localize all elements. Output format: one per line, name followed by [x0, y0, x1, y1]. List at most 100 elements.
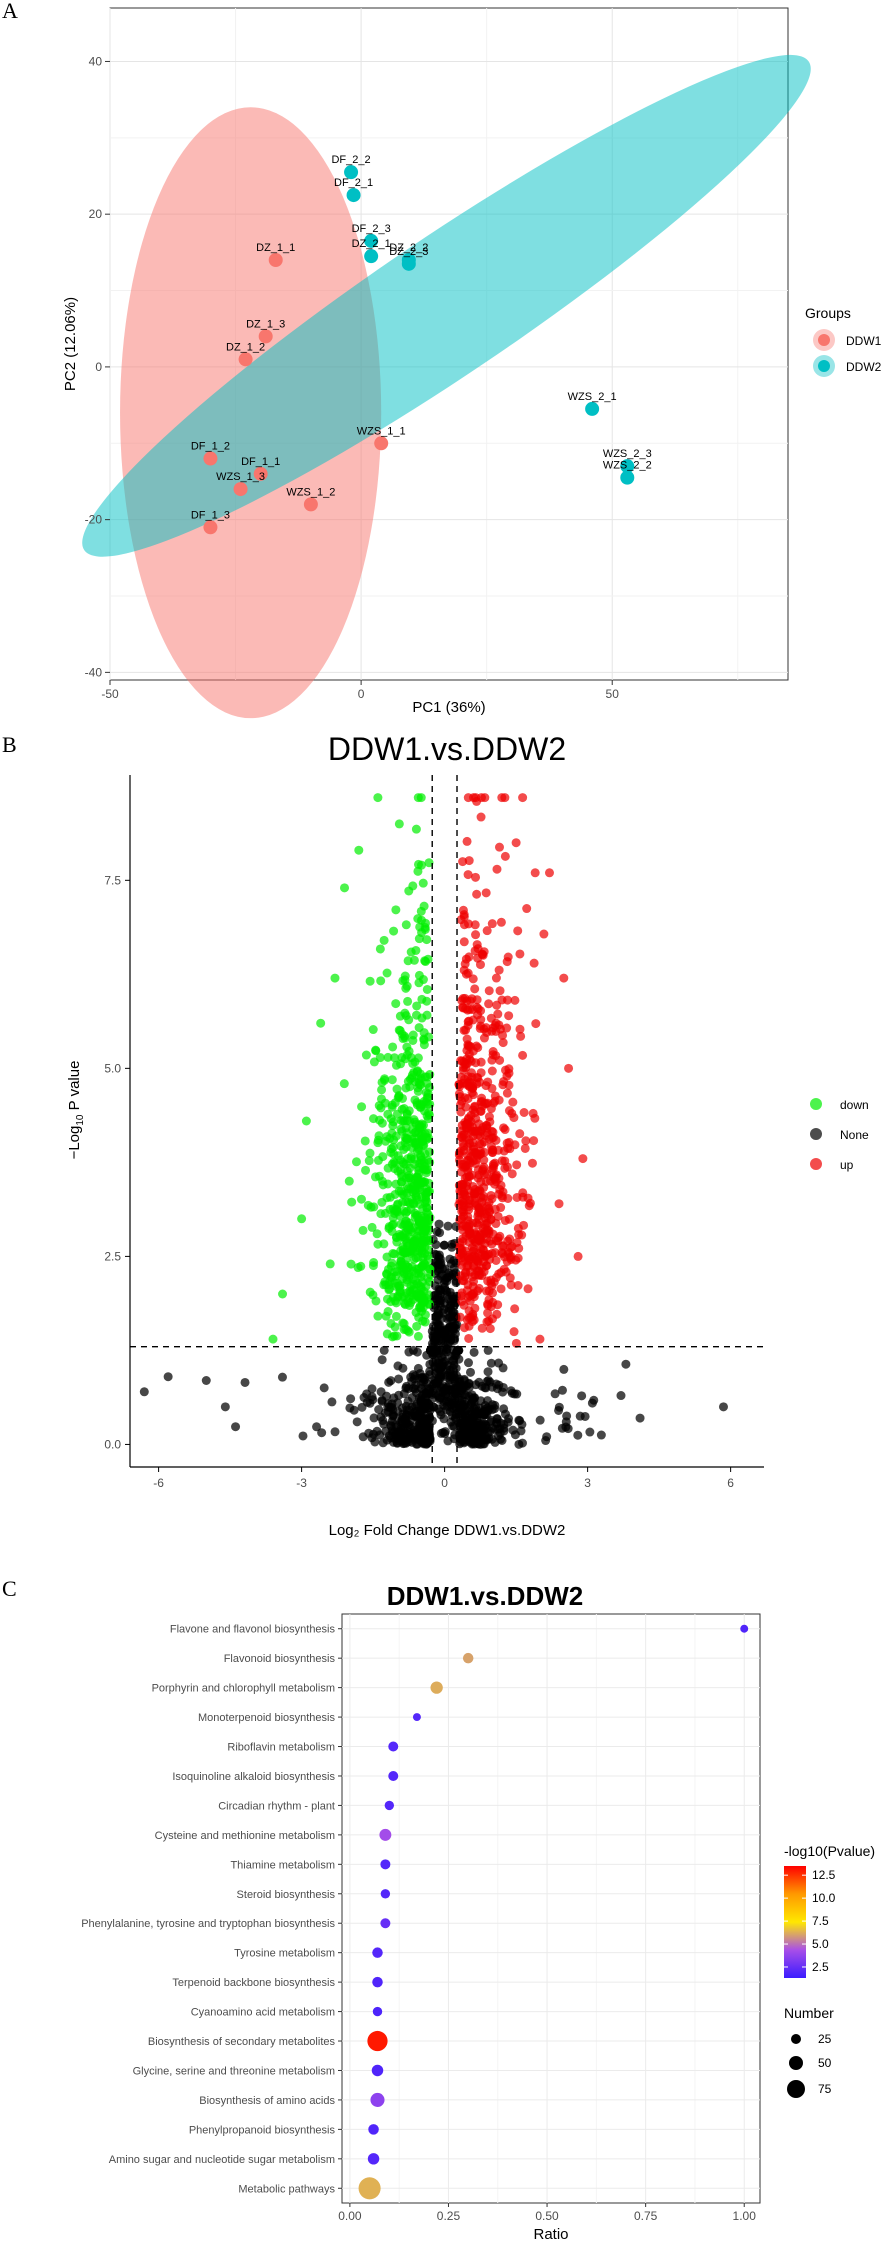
volcano-point-down: [424, 858, 434, 868]
volcano-point-down: [393, 1166, 403, 1176]
pca-points: DF_2_2 DF_2_1 DF_2_3 DZ_2_1DZ_2_2DZ_2_3 WZS_…: [191, 154, 652, 535]
volcano-point-down: [418, 975, 428, 985]
volcano-point-up: [463, 1041, 473, 1051]
volcano-point-down: [370, 1172, 380, 1182]
pca-x-tick-label: 0: [358, 687, 365, 701]
kegg-pathway-label: Porphyrin and chlorophyll metabolism: [152, 1683, 335, 1695]
pca-ticks: -50 0 50 -40 -20 0 20 40: [85, 54, 620, 701]
volcano-point-up: [488, 1172, 498, 1182]
volcano-point-down: [422, 935, 432, 945]
volcano-point-up: [470, 1229, 480, 1239]
volcano-point-down: [412, 1001, 422, 1011]
pca-y-tick-label: -40: [85, 665, 103, 679]
volcano-point-up: [458, 1162, 468, 1172]
volcano-point-up: [529, 958, 539, 968]
volcano-chart: DDW1.vs.DDW2 -6 -3 0 3 6 0.0 2.5 5.0 7.5 Log₂ Fo…: [66, 731, 869, 1539]
volcano-point-up: [476, 1006, 486, 1016]
volcano-point-none: [393, 1361, 403, 1371]
volcano-point-up: [496, 1203, 506, 1213]
volcano-point-up: [477, 1250, 487, 1260]
volcano-point-down: [409, 1180, 419, 1190]
volcano-point-none: [616, 1391, 626, 1401]
kegg-bubble-tyrosine-metabolism: [372, 1947, 383, 1958]
volcano-point-none: [436, 1393, 446, 1403]
volcano-point-down: [390, 1322, 400, 1332]
pca-point-df-2-3: [364, 233, 379, 248]
legend-label-none: None: [840, 1128, 869, 1142]
volcano-point-up: [462, 1034, 472, 1044]
volcano-point-down: [419, 1294, 429, 1304]
volcano-point-none: [407, 1393, 417, 1403]
volcano-point-none: [503, 1417, 513, 1427]
legend-key-none: [810, 1128, 822, 1140]
kegg-bubble-porphyrin-and-chlorophyll-metabolism: [430, 1681, 443, 1694]
volcano-point-up: [456, 1291, 466, 1301]
volcano-point-none: [430, 1332, 440, 1342]
volcano-point-down: [401, 983, 411, 993]
volcano-point-down: [407, 1125, 417, 1135]
volcano-point-down: [403, 1262, 413, 1272]
volcano-point-none: [372, 1426, 382, 1436]
pca-point-label: DF_1_3: [191, 509, 230, 521]
volcano-point-none: [433, 1404, 443, 1414]
volcano-point-up: [459, 937, 469, 947]
volcano-point-none: [431, 1362, 441, 1372]
kegg-pathway-label: Circadian rhythm - plant: [218, 1800, 335, 1812]
volcano-point-none: [413, 1363, 423, 1373]
color-legend-bar: [784, 1866, 806, 1978]
kegg-title: DDW1.vs.DDW2: [387, 1581, 583, 1611]
volcano-point-down: [418, 1140, 428, 1150]
size-legend-label-75: 75: [818, 2082, 832, 2096]
volcano-point-none: [431, 1240, 441, 1250]
volcano-point-down: [422, 1010, 432, 1020]
pca-ellipses: [82, 54, 811, 719]
volcano-point-none: [414, 1393, 424, 1403]
volcano-point-down: [396, 1219, 406, 1229]
volcano-point-up: [472, 940, 482, 950]
volcano-point-down: [422, 984, 432, 994]
volcano-point-up: [462, 836, 472, 846]
volcano-point-up: [464, 1081, 474, 1091]
volcano-point-up: [495, 1055, 505, 1065]
volcano-point-up: [564, 1063, 574, 1073]
volcano-point-up: [471, 872, 481, 882]
volcano-point-none: [491, 1379, 501, 1389]
volcano-point-down: [412, 1172, 422, 1182]
kegg-x-tick-label: 0.75: [634, 2209, 658, 2223]
volcano-point-down: [421, 957, 431, 967]
pca-point-label: DZ_1_2: [226, 341, 265, 353]
volcano-point-none: [463, 1358, 473, 1368]
kegg-x-axis-title: Ratio: [533, 2226, 568, 2243]
volcano-point-down: [412, 1321, 422, 1331]
volcano-point-up: [482, 926, 492, 936]
volcano-point-none: [368, 1395, 378, 1405]
volcano-point-down: [387, 1075, 397, 1085]
volcano-point-up: [522, 904, 532, 914]
volcano-point-up: [458, 1256, 468, 1266]
volcano-point-none: [467, 1413, 477, 1423]
pca-point-df-2-2: [344, 165, 359, 180]
volcano-point-up: [487, 1126, 497, 1136]
volcano-point-up: [531, 1019, 541, 1029]
volcano-point-up: [554, 1199, 564, 1209]
volcano-point-up: [458, 905, 468, 915]
color-legend-tick-label: 5.0: [812, 1937, 829, 1951]
volcano-point-up: [484, 1316, 494, 1326]
volcano-point-down: [385, 1204, 395, 1214]
volcano-point-up: [464, 1306, 474, 1316]
kegg-pathway-label: Biosynthesis of amino acids: [199, 2095, 335, 2107]
volcano-point-up: [493, 1211, 503, 1221]
volcano-point-down: [383, 1052, 393, 1062]
volcano-x-tick-label: 3: [584, 1476, 591, 1490]
volcano-point-none: [535, 1415, 545, 1425]
volcano-point-up: [496, 917, 506, 927]
volcano-point-down: [403, 1269, 413, 1279]
volcano-point-up: [483, 1249, 493, 1259]
volcano-point-down: [420, 924, 430, 934]
volcano-point-up: [457, 1196, 467, 1206]
volcano-point-up: [516, 1031, 526, 1041]
volcano-point-down: [413, 1053, 423, 1063]
volcano-point-up: [463, 1216, 473, 1226]
volcano-point-up: [498, 1038, 508, 1048]
volcano-point-none: [436, 1383, 446, 1393]
